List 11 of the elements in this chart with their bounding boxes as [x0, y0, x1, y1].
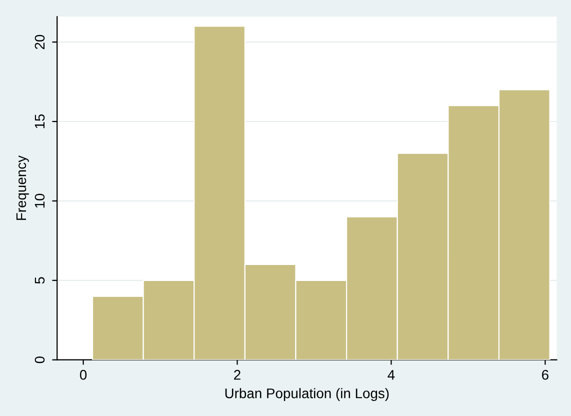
- x-tick-label: 4: [388, 370, 395, 380]
- x-tick-label: 0: [80, 370, 87, 380]
- x-tick-label: 6: [542, 370, 548, 380]
- y-tick-label: 0: [34, 356, 45, 364]
- y-tick-label: 10: [34, 194, 45, 208]
- y-axis-title: Frequency: [16, 155, 29, 220]
- x-tick-label: 2: [234, 370, 240, 380]
- y-tick-label: 15: [34, 114, 45, 128]
- y-tick-label: 20: [34, 34, 45, 50]
- x-axis-title: Urban Population (in Logs): [225, 388, 389, 402]
- y-tick-label: 5: [34, 277, 45, 284]
